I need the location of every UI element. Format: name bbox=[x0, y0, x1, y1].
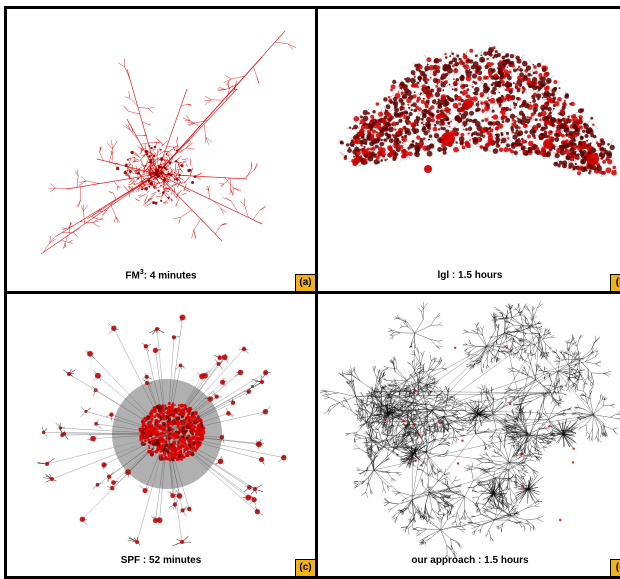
panel-c-label: (c) bbox=[295, 559, 315, 576]
panel-c-caption: SPF : 52 minutes bbox=[7, 555, 315, 566]
panel-c: SPF : 52 minutes (c) bbox=[4, 291, 318, 579]
graph-drawing-lgl bbox=[318, 9, 620, 294]
panel-b-label: (b bbox=[610, 274, 620, 291]
graph-drawing-fm3 bbox=[7, 9, 318, 294]
panel-d-label: (d bbox=[610, 559, 620, 576]
panel-a-time: : 4 minutes bbox=[144, 270, 197, 281]
graph-drawing-our-approach bbox=[318, 294, 620, 579]
panel-b: lgl : 1.5 hours (b bbox=[315, 6, 620, 294]
panel-a-label: (a) bbox=[295, 274, 315, 291]
panel-a-method: FM bbox=[125, 270, 139, 281]
panel-b-caption: lgl : 1.5 hours bbox=[318, 270, 620, 281]
panel-a: FM3: 4 minutes (a) bbox=[4, 6, 318, 294]
panel-d: our approach : 1.5 hours (d bbox=[315, 291, 620, 579]
panel-a-caption: FM3: 4 minutes bbox=[7, 269, 315, 281]
panel-d-caption: our approach : 1.5 hours bbox=[318, 555, 620, 566]
graph-drawing-spf bbox=[7, 294, 318, 579]
